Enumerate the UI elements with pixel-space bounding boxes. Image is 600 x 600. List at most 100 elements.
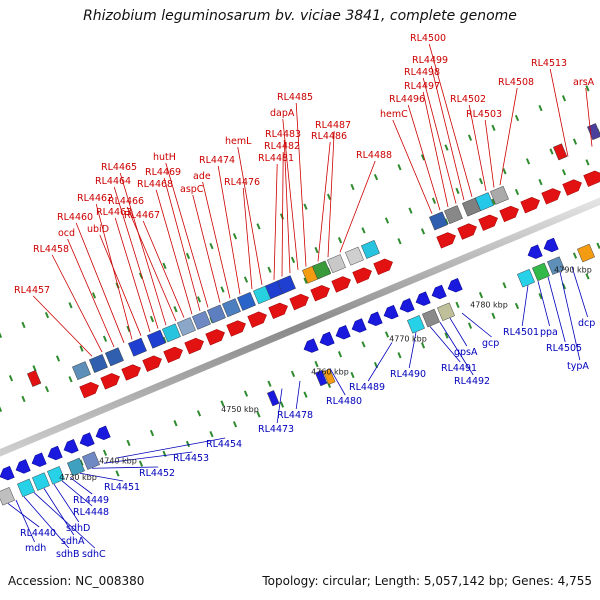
gene-label-forward[interactable]: RL4496 (389, 94, 425, 105)
gene-label-reverse[interactable]: RL4448 (73, 507, 109, 518)
forward-gene-arrow (247, 311, 267, 328)
gene-label-forward[interactable]: RL4487 (315, 120, 351, 131)
tick-mark (209, 430, 214, 438)
gene-label-reverse[interactable]: RL4501 (503, 327, 539, 338)
forward-gene-arrow (331, 276, 351, 293)
gene-label-reverse[interactable]: RL4480 (326, 396, 362, 407)
gene-label-reverse[interactable]: RL4453 (173, 453, 209, 464)
gene-label-reverse[interactable]: RL4490 (390, 369, 426, 380)
gene-label-forward[interactable]: RL4465 (101, 162, 137, 173)
tick-mark (525, 158, 531, 165)
gene-label-reverse[interactable]: RL4478 (277, 410, 313, 421)
gene-label-forward[interactable]: RL4467 (124, 210, 160, 221)
forward-gene-arrow (436, 232, 456, 249)
gene-label-forward[interactable]: ocd (58, 228, 75, 239)
forward-feature-box (192, 310, 211, 330)
gene-label-reverse[interactable]: typA (567, 361, 589, 372)
gene-label-forward[interactable]: RL4498 (404, 67, 440, 78)
gene-label-forward[interactable]: ubiD (87, 224, 109, 235)
gene-label-reverse[interactable]: sdhB (56, 549, 80, 560)
gene-label-forward[interactable]: hemL (225, 136, 252, 147)
gene-label-forward[interactable]: RL4474 (199, 155, 235, 166)
forward-feature-box (327, 254, 346, 274)
leader-line (429, 326, 461, 363)
gene-label-forward[interactable]: RL4482 (264, 141, 300, 152)
gene-label-forward[interactable]: RL4468 (137, 179, 173, 190)
gene-label-forward[interactable]: RL4476 (224, 177, 260, 188)
gene-label-forward[interactable]: hemC (380, 109, 408, 120)
gene-label-reverse[interactable]: ppa (540, 327, 558, 338)
gene-label-reverse[interactable]: RL4449 (73, 495, 109, 506)
gene-label-forward[interactable]: RL4483 (265, 129, 301, 140)
leader-line (281, 151, 284, 277)
gene-label-forward[interactable]: RL4508 (498, 77, 534, 88)
gene-label-reverse[interactable]: RL4451 (104, 482, 140, 493)
feature-marker (315, 370, 328, 387)
forward-feature-box (475, 192, 494, 212)
leader-line (126, 206, 177, 322)
gene-label-forward[interactable]: RL4502 (450, 94, 486, 105)
gene-label-forward[interactable]: arsA (573, 77, 595, 88)
gene-label-reverse[interactable]: sdhA (61, 536, 85, 547)
leader-line (422, 91, 449, 207)
gene-label-forward[interactable]: RL4469 (145, 167, 181, 178)
tick-mark (196, 296, 202, 303)
tick-mark (149, 315, 155, 323)
gene-label-reverse[interactable]: RL4491 (441, 363, 477, 374)
gene-label-forward[interactable]: RL4486 (311, 131, 347, 142)
gene-label-reverse[interactable]: gcp (482, 338, 499, 349)
gene-label-reverse[interactable]: RL4452 (139, 468, 175, 479)
gene-label-forward[interactable]: RL4503 (466, 109, 502, 120)
forward-gene-arrow (520, 197, 540, 214)
tick-mark (303, 277, 308, 284)
reverse-feature-box (577, 243, 595, 263)
gene-label-reverse[interactable]: gpsA (454, 347, 478, 358)
gene-label-reverse[interactable]: RL4492 (454, 376, 490, 387)
gene-label-forward[interactable]: RL4463 (96, 207, 132, 218)
gene-label-reverse[interactable]: dcp (578, 318, 595, 329)
forward-feature-box (312, 260, 331, 280)
tick-mark (384, 331, 390, 338)
gene-label-forward[interactable]: RL4458 (33, 244, 69, 255)
gene-label-forward[interactable]: RL4466 (108, 196, 144, 207)
gene-label-forward[interactable]: RL4497 (404, 81, 440, 92)
gene-label-forward[interactable]: RL4485 (277, 92, 313, 103)
leader-line (283, 139, 291, 274)
gene-label-forward[interactable]: RL4488 (356, 150, 392, 161)
tick-mark (279, 401, 285, 408)
tick-mark (290, 370, 296, 378)
gene-label-reverse[interactable]: RL4440 (20, 528, 56, 539)
gene-label-forward[interactable]: RL4460 (57, 212, 93, 223)
gene-label-reverse[interactable]: sdhC (82, 549, 106, 560)
leader-line (163, 177, 201, 312)
tick-mark (549, 148, 554, 155)
gene-label-forward[interactable]: hutH (153, 152, 176, 163)
leader-line (547, 276, 566, 343)
gene-label-forward[interactable]: RL4464 (95, 176, 131, 187)
gene-label-reverse[interactable]: RL4454 (206, 439, 242, 450)
forward-gene-arrow (100, 373, 120, 390)
tick-mark (290, 256, 296, 264)
gene-label-forward[interactable]: RL4513 (531, 58, 567, 69)
gene-label-forward[interactable]: ade (193, 171, 211, 182)
gene-label-forward[interactable]: dapA (270, 108, 295, 119)
tick-mark (303, 203, 308, 210)
gene-label-reverse[interactable]: RL4505 (546, 343, 582, 354)
gene-label-reverse[interactable]: RL4473 (258, 424, 294, 435)
gene-label-reverse[interactable]: sdhD (66, 523, 90, 534)
gene-label-forward[interactable]: RL4457 (14, 285, 50, 296)
tick-mark (350, 371, 355, 379)
gene-label-forward[interactable]: aspC (180, 184, 204, 195)
reverse-feature-box (17, 478, 35, 498)
gene-label-forward[interactable]: RL4481 (258, 153, 294, 164)
gene-label-forward[interactable]: RL4462 (77, 193, 113, 204)
gene-label-reverse[interactable]: mdh (25, 543, 46, 554)
tick-mark (585, 159, 590, 166)
gene-label-forward[interactable]: RL4499 (412, 55, 448, 66)
genome-summary-text: Topology: circular; Length: 5,057,142 bp… (262, 574, 592, 588)
gene-label-reverse[interactable]: RL4489 (349, 382, 385, 393)
gene-label-forward[interactable]: RL4500 (410, 33, 446, 44)
tick-mark (373, 173, 379, 181)
reverse-gene-arrow (351, 318, 367, 333)
